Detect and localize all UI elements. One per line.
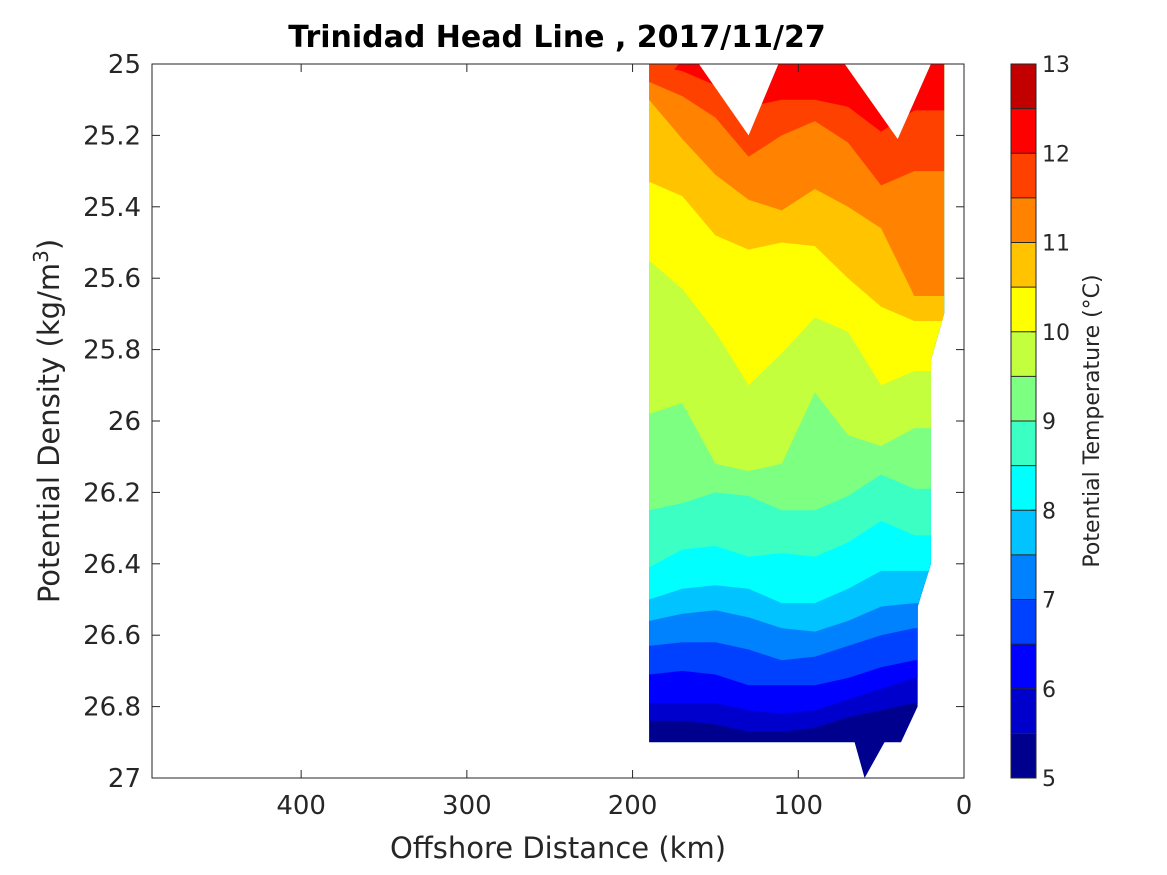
colorbar-swatch [1011, 733, 1036, 778]
y-tick-label: 25.2 [83, 121, 141, 151]
y-tick-label: 26.4 [83, 550, 141, 580]
x-tick-label: 400 [276, 791, 326, 821]
x-tick-label: 200 [608, 791, 658, 821]
colorbar-swatch [1011, 599, 1036, 645]
contour-band [649, 64, 689, 79]
x-tick-label: 300 [442, 791, 492, 821]
y-tick-label: 25 [108, 50, 141, 80]
colorbar-tick-label: 9 [1042, 410, 1056, 435]
colorbar-tick-label: 8 [1042, 499, 1056, 524]
y-tick-label: 26 [108, 407, 141, 437]
colorbar-swatch [1011, 421, 1036, 466]
y-tick-label: 26.6 [83, 621, 141, 651]
colorbar-tick-label: 10 [1042, 321, 1070, 346]
colorbar-tick-label: 5 [1042, 767, 1056, 792]
colorbar-tick-label: 13 [1042, 53, 1070, 78]
y-axis-label-close: ) [32, 239, 66, 250]
colorbar-swatch [1011, 644, 1036, 689]
y-tick-label: 26.2 [83, 478, 141, 508]
colorbar-swatch [1011, 153, 1036, 198]
colorbar-tick-label: 11 [1042, 232, 1070, 257]
colorbar-swatch [1011, 554, 1036, 600]
colorbar-label: Potential Temperature (°C) [1080, 274, 1105, 567]
chart-title: Trinidad Head Line , 2017/11/27 [288, 20, 825, 55]
colorbar-swatch [1011, 197, 1036, 243]
y-tick-label: 27 [108, 764, 141, 794]
contour-bands [649, 64, 945, 778]
y-tick-label: 25.6 [83, 264, 141, 294]
colorbar-swatch [1011, 376, 1036, 421]
colorbar-swatch [1011, 688, 1036, 734]
colorbar-swatch [1011, 287, 1036, 332]
y-axis-ticks: 25 25.2 25.4 25.6 25.8 26 26.2 26.4 26.6 26.8 27 [83, 50, 964, 794]
y-tick-label: 25.8 [83, 336, 141, 366]
y-tick-label: 26.8 [83, 693, 141, 723]
colorbar: 5 6 7 8 9 10 11 12 13 [1010, 53, 1070, 792]
colorbar-tick-label: 6 [1042, 678, 1056, 703]
colorbar-swatch [1011, 242, 1036, 288]
x-axis-label: Offshore Distance (km) [390, 831, 726, 865]
data-gap [844, 64, 931, 139]
x-axis-ticks: 400 300 200 100 0 [276, 64, 972, 821]
y-axis-label-sup: 3 [29, 250, 53, 263]
y-tick-label: 25.4 [83, 193, 141, 223]
x-tick-label: 100 [773, 791, 823, 821]
colorbar-swatch [1011, 510, 1036, 555]
colorbar-swatch [1011, 64, 1036, 109]
data-gap [698, 64, 779, 136]
colorbar-swatch [1011, 108, 1036, 154]
y-axis-label: Potential Density (kg/m3) [29, 239, 66, 603]
contour-band [761, 64, 845, 93]
x-tick-label: 0 [956, 791, 973, 821]
colorbar-swatch [1011, 331, 1036, 377]
y-axis-label-main: Potential Density (kg/m [32, 263, 66, 603]
colorbar-tick-label: 12 [1042, 142, 1070, 167]
colorbar-swatch [1011, 465, 1036, 511]
colorbar-tick-label: 7 [1042, 589, 1056, 614]
